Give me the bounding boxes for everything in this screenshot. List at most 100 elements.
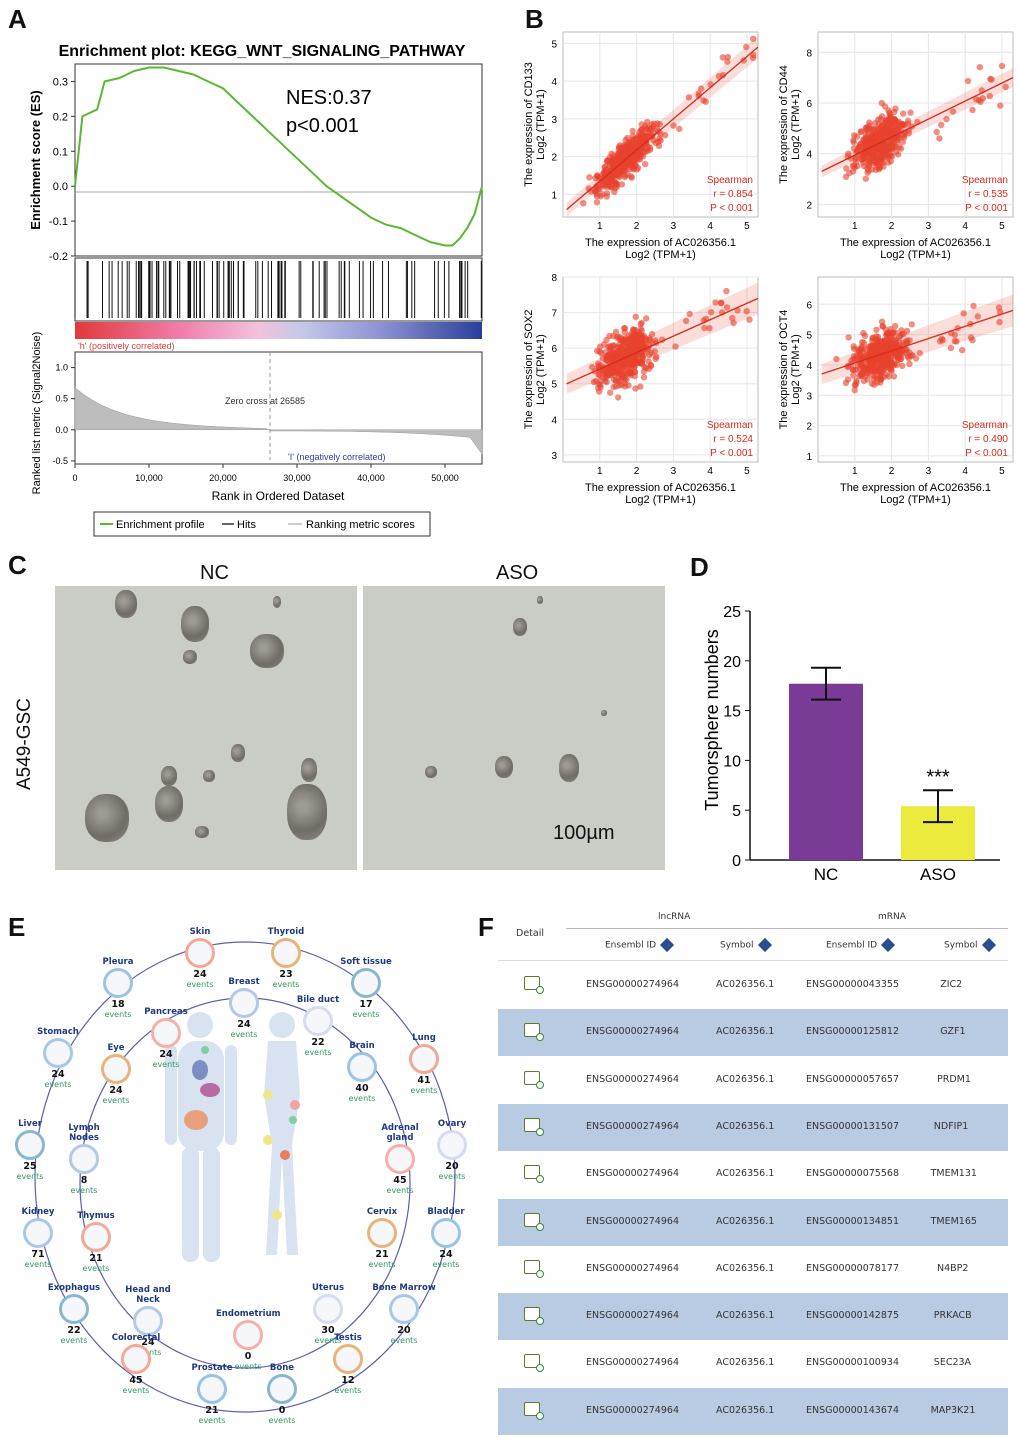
scatter-point (624, 369, 631, 377)
fit-line (821, 77, 1014, 172)
female-organs-icon (263, 1090, 300, 1220)
detail-icon[interactable] (524, 1401, 544, 1420)
m-ensembl-id: ENSG00000075568 (806, 1168, 899, 1180)
scatter-point (833, 355, 840, 363)
detail-icon[interactable] (524, 1259, 544, 1278)
scatter-point (604, 353, 611, 360)
scatter-point (959, 346, 966, 354)
scatter-point (639, 354, 646, 361)
confidence-band (566, 36, 758, 217)
scatter-point (867, 342, 875, 350)
x-tick-label: 4 (707, 221, 713, 232)
lncrna-header: lncRNA (658, 912, 691, 922)
scatter-point (906, 349, 913, 356)
organ-label: Bone (269, 1363, 295, 1373)
scatter-point (896, 333, 903, 340)
bar-y-tick-label: 20 (723, 654, 741, 671)
scatter-point (650, 137, 657, 144)
scatter-point (749, 54, 757, 61)
scatter-point (592, 174, 599, 182)
lnc-ensembl-id: ENSG00000274964 (586, 1215, 679, 1227)
detail-icon[interactable] (524, 1307, 544, 1326)
lnc-symbol: AC026356.1 (716, 979, 775, 990)
sort-icon[interactable] (757, 937, 772, 953)
organ-events-label: events (16, 1172, 44, 1181)
scatter-point (970, 302, 977, 310)
scatter-point (608, 349, 616, 356)
lnc-symbol-header[interactable]: Symbol (720, 937, 772, 953)
organ-count: 18 (111, 999, 125, 1010)
scatter-point (621, 173, 629, 181)
sort-icon[interactable] (659, 937, 675, 953)
scatter-point (974, 313, 981, 320)
y-axis-label-unit: Log2 (TPM+1) (535, 89, 547, 160)
m-symbol-header[interactable]: Symbol (944, 937, 996, 953)
organ-icon (185, 938, 215, 968)
scatter-point (858, 346, 865, 353)
detail-icon[interactable] (524, 976, 544, 994)
organ-count: 24 (109, 1085, 123, 1096)
tumorsphere (231, 744, 245, 762)
scatter-point (746, 316, 753, 323)
panel-label-c: C (8, 550, 27, 580)
detail-icon[interactable] (524, 1212, 544, 1231)
m-ensembl-id: ENSG00000142875 (806, 1310, 899, 1322)
organ-label: Testis (334, 1333, 362, 1343)
organ-events-label: events (70, 1186, 98, 1195)
scatter-point (979, 95, 986, 102)
aso-micrograph: 100µm (363, 586, 665, 870)
scatter-point (623, 364, 631, 371)
x-tick-label: 1 (597, 466, 603, 477)
organ-count: 24 (193, 969, 207, 980)
y-axis-label-unit: Log2 (TPM+1) (535, 334, 547, 405)
y-axis-label-unit: Log2 (TPM+1) (790, 89, 802, 160)
organ-icon (101, 1054, 131, 1084)
scatter-point (960, 310, 967, 317)
scatter-point (607, 366, 614, 373)
tumorsphere (161, 766, 177, 786)
organ-events-label: events (82, 1264, 110, 1273)
sort-icon[interactable] (880, 937, 896, 953)
organ-icon (271, 938, 301, 968)
x-tick-label: 1 (852, 466, 858, 477)
m-ensembl-header[interactable]: Ensembl ID (826, 937, 896, 953)
organ-label: Brain (349, 1041, 375, 1051)
sort-icon[interactable] (981, 937, 996, 953)
lnc-ensembl-id: ENSG00000274964 (586, 1120, 679, 1132)
organ-bile-duct: Bile duct 22 events (286, 995, 350, 1057)
scatter-point (845, 150, 852, 157)
scatter-point (907, 109, 914, 116)
p-value: p<0.001 (286, 115, 359, 137)
y-axis-label: The expression of OCT4 (778, 310, 790, 430)
x-axis-label-unit: Log2 (TPM+1) (625, 249, 696, 261)
detail-icon[interactable] (524, 1354, 544, 1373)
nes-value: NES:0.37 (286, 87, 372, 109)
legend-metric: Ranking metric scores (306, 519, 415, 531)
lnc-ensembl-id: ENSG00000274964 (586, 1357, 679, 1369)
detail-icon[interactable] (524, 1023, 544, 1042)
lnc-ensembl-header[interactable]: Ensembl ID (605, 937, 675, 953)
ranking-metric-area (74, 386, 483, 455)
m-ensembl-header-text: Ensembl ID (826, 940, 878, 951)
scatter-point (853, 377, 860, 385)
scatter-point (597, 193, 604, 200)
organ-count: 24 (439, 1249, 453, 1260)
tumorsphere (155, 786, 183, 822)
detail-icon[interactable] (524, 1165, 544, 1184)
table-row: ENSG00000274964 AC026356.1 ENSG000001428… (498, 1293, 1008, 1341)
organ-icon (431, 1218, 461, 1248)
x-tick-label: 2 (889, 221, 895, 232)
y-tick-label: 4 (806, 361, 812, 372)
organ-events-label: events (234, 1362, 262, 1371)
scatter-point (612, 180, 620, 187)
detail-icon[interactable] (524, 1070, 544, 1089)
organ-adrenal-gland: Adrenal gland 45 events (368, 1123, 432, 1195)
confidence-band (566, 282, 758, 394)
scatter-point (878, 356, 885, 364)
organ-icon (233, 1320, 263, 1350)
scatter-point (889, 129, 896, 136)
detail-icon[interactable] (524, 1117, 544, 1136)
scatter-point (879, 339, 887, 346)
organ-count: 71 (31, 1249, 45, 1260)
scatter-point (843, 165, 850, 172)
